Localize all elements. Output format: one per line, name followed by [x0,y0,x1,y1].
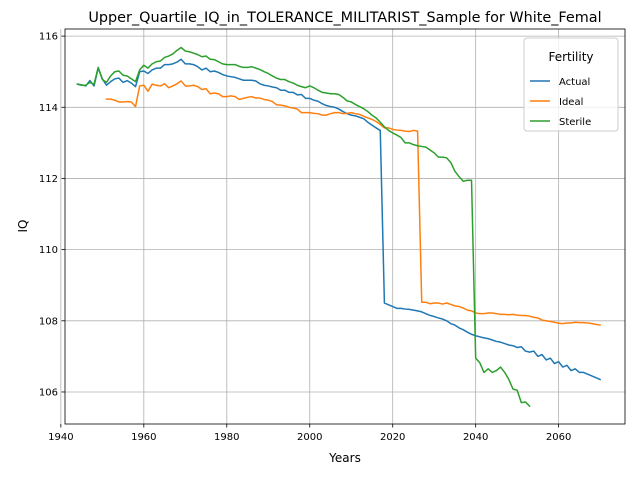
x-tick-label: 1980 [214,432,239,443]
series-line-sterile [76,46,531,408]
y-tick-label: 112 [39,174,58,185]
y-tick-label: 116 [39,32,58,43]
series-line-ideal [105,80,601,326]
legend-title: Fertility [548,50,593,64]
y-axis: 106 108 110 112 114 116 [39,32,65,398]
legend-box [523,37,619,132]
x-tick-label: 2060 [546,432,571,443]
legend-label-ideal: Ideal [559,97,583,108]
y-tick-label: 106 [39,387,58,398]
series-line-actual [76,58,602,381]
y-tick-label: 114 [39,103,58,114]
series-layer [76,46,602,408]
plot-area-frame [64,28,626,425]
y-tick-label: 110 [39,245,58,256]
x-tick-label: 2020 [380,432,405,443]
x-tick-label: 2040 [463,432,488,443]
legend: Fertility Actual Ideal Sterile [523,37,619,132]
x-tick-label: 1940 [48,432,73,443]
x-tick-label: 1960 [131,432,156,443]
x-axis-label: Years [328,451,361,465]
x-axis: 1940 1960 1980 2000 2020 2040 2060 [48,424,571,443]
legend-label-sterile: Sterile [559,117,591,128]
y-axis-label: IQ [16,220,30,233]
x-tick-label: 2000 [297,432,322,443]
legend-label-actual: Actual [559,77,590,88]
grid-lines [60,29,625,424]
chart-title: Upper_Quartile_IQ_in_TOLERANCE_MILITARIS… [88,10,601,26]
y-tick-label: 108 [39,316,58,327]
legend-items: Actual Ideal Sterile [530,77,591,128]
